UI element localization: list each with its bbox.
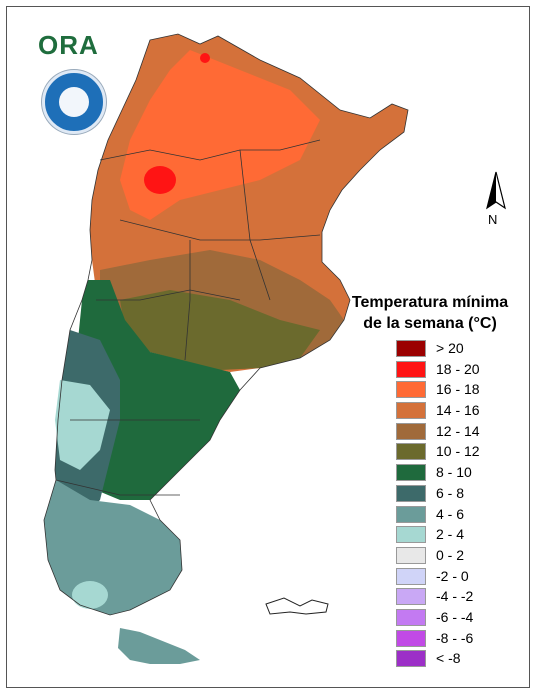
legend-swatch: [396, 546, 426, 564]
ora-logo: ORA: [38, 30, 99, 60]
smn-emblem-center: [59, 87, 89, 117]
legend-label: 2 - 4: [436, 526, 465, 543]
legend-label: 4 - 6: [436, 505, 465, 522]
map-hotspot-small: [200, 53, 210, 63]
legend-label: -4 - -2: [436, 588, 474, 605]
legend-swatch: [396, 422, 426, 440]
legend-label: > 20: [436, 340, 464, 356]
map-region-tierra-del-fuego: [118, 628, 200, 664]
legend-swatch: [396, 443, 426, 461]
legend-label: 18 - 20: [436, 360, 480, 377]
legend-label: < -8: [436, 650, 461, 667]
legend-swatch: [396, 588, 426, 606]
legend-title-line2: de la semana (°C): [363, 315, 497, 332]
map-region-light-teal: [55, 380, 110, 470]
province-borders: [43, 33, 409, 616]
map-region-cold-spot: [72, 581, 108, 609]
legend-title: Temperatura mínima de la semana (°C): [334, 292, 526, 334]
map-region-malvinas: [265, 597, 329, 615]
legend-label: 8 - 10: [436, 464, 472, 481]
legend-label: 10 - 12: [436, 443, 480, 460]
legend-swatch: [396, 608, 426, 626]
map-region-olive: [120, 290, 320, 370]
legend-swatch: [396, 340, 426, 357]
legend-swatch: [396, 505, 426, 523]
legend-swatch: [396, 567, 426, 585]
legend-swatch: [396, 526, 426, 544]
legend-swatch: [396, 484, 426, 502]
legend-label: 14 - 16: [436, 402, 480, 419]
north-label: N: [488, 212, 498, 227]
legend-swatch: [396, 381, 426, 399]
legend-label: 12 - 14: [436, 422, 480, 439]
legend-swatch: [396, 402, 426, 420]
legend-label: -6 - -4: [436, 608, 474, 625]
legend-label: 0 - 2: [436, 546, 465, 563]
map-region-south: [44, 480, 182, 615]
map-hotspot: [144, 166, 176, 194]
north-arrow-icon: [486, 171, 506, 210]
legend-swatch: [396, 360, 426, 378]
smn-emblem-icon: [42, 70, 106, 134]
legend-title-line1: Temperatura mínima: [351, 294, 509, 311]
legend-swatch: [396, 464, 426, 482]
legend-label: -2 - 0: [436, 567, 469, 584]
legend-label: 16 - 18: [436, 381, 480, 398]
legend-swatch: [396, 650, 426, 668]
legend-label: -8 - -6: [436, 629, 474, 646]
legend-swatch: [396, 629, 426, 647]
legend-label: 6 - 8: [436, 484, 465, 501]
